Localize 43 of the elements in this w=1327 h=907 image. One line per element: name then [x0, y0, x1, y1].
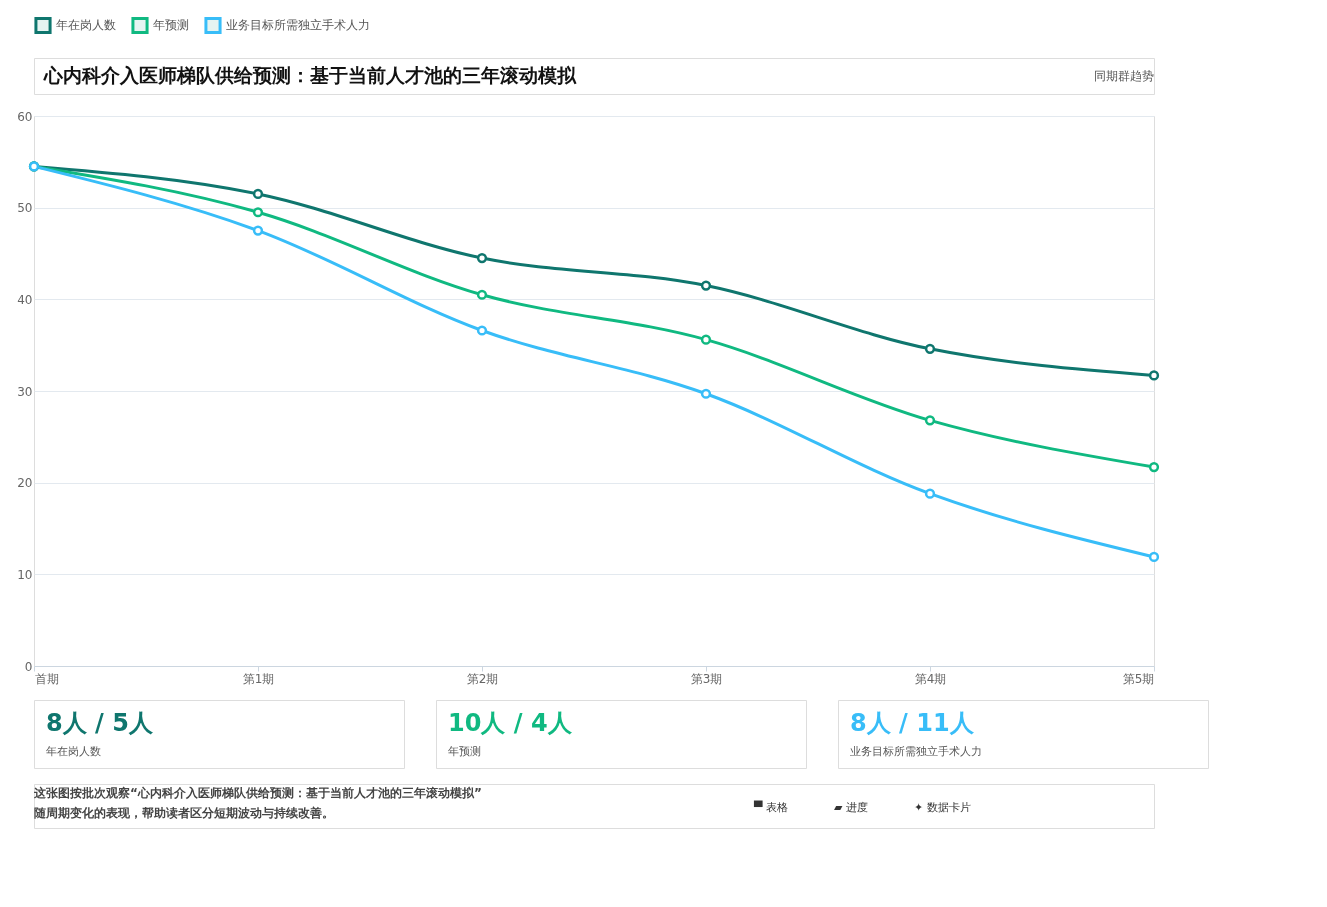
point — [1148, 370, 1160, 381]
point — [700, 280, 712, 291]
y-tick-label: 60 — [17, 109, 33, 124]
y-tick-label: 20 — [17, 476, 33, 491]
point — [924, 415, 936, 426]
x-tick-label: 第1期 — [242, 671, 275, 686]
legend-label: 业务目标所需独立手术人力 — [226, 18, 370, 33]
point — [924, 488, 936, 499]
legend-label: 年预测 — [153, 18, 189, 33]
point — [1148, 461, 1160, 473]
point — [1148, 551, 1160, 563]
point — [252, 225, 264, 236]
x-tick-label: 第2期 — [466, 671, 499, 686]
point — [252, 188, 264, 200]
point — [252, 207, 264, 218]
chart-title: 心内科介入医师梯队供给预测：基于当前人才池的三年滚动模拟 — [43, 64, 577, 86]
text: ✦ 数据卡片 — [914, 801, 971, 814]
y-tick-label: 0 — [24, 659, 33, 674]
y-tick-label: 50 — [17, 201, 33, 216]
point — [476, 325, 488, 336]
legend-label: 年在岗人数 — [56, 18, 116, 33]
x-tick-label: 第4期 — [914, 671, 947, 686]
y-tick-label: 10 — [17, 567, 33, 582]
point — [476, 252, 488, 264]
point — [700, 388, 712, 399]
text: 业务目标所需独立手术人力 — [850, 745, 982, 758]
text: ▰ 进度 — [834, 801, 868, 814]
text: 8人 / 5人 — [46, 709, 154, 737]
y-tick-label: 40 — [17, 292, 33, 307]
text: ▀ 表格 — [753, 800, 788, 814]
y-tick-label: 30 — [17, 384, 33, 399]
text: 年在岗人数 — [46, 745, 101, 758]
text: 年预测 — [448, 745, 481, 758]
x-tick-label: 第5期 — [1122, 671, 1155, 686]
point — [476, 289, 488, 300]
text: 8人 / 11人 — [850, 709, 975, 737]
point — [700, 334, 712, 345]
x-tick-label: 第3期 — [690, 671, 723, 686]
point — [924, 343, 936, 354]
text: 10人 / 4人 — [448, 709, 573, 737]
text: 同期群趋势 — [1094, 69, 1154, 83]
text: 这张图按批次观察“心内科介入医师梯队供给预测：基于当前人才池的三年滚动模拟”随周期变化的表现，帮助读者区分短期波动与持续改善。 — [33, 786, 482, 820]
x-tick-label: 首期 — [34, 671, 59, 686]
